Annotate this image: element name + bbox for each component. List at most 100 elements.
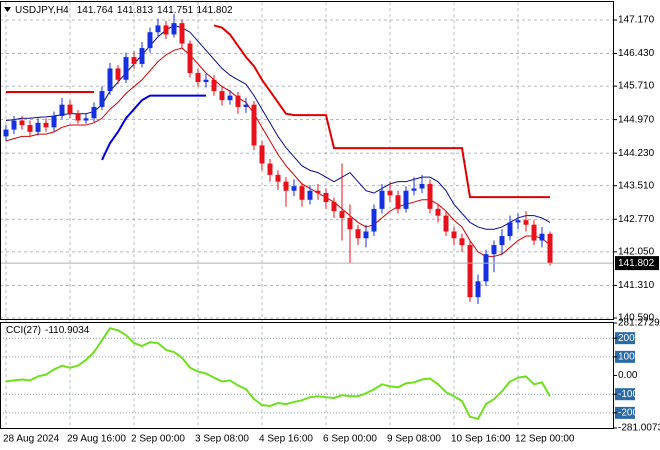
candle-body — [171, 23, 177, 35]
label-layer: 147.170 146.430 145.710 144.970 144.230 143.5… — [3, 15, 660, 445]
y-tick-label: -100 — [618, 389, 638, 400]
y-tick-label: 140.590 — [618, 313, 655, 324]
main-panel-border — [0, 1, 614, 320]
y-tick-label: 143.510 — [618, 180, 655, 191]
header-open: 141.764 — [77, 5, 114, 16]
x-tick-label: 6 Sep 00:00 — [323, 434, 377, 445]
cci-line — [5, 327, 551, 421]
candle-body — [59, 104, 65, 117]
candle-body — [131, 57, 137, 64]
chart-header: USDJPY,H4 141.764 141.813 141.751 141.802 — [15, 5, 233, 16]
candle-body — [307, 190, 313, 200]
candle-body — [251, 104, 257, 146]
candle-body — [451, 231, 457, 239]
candle-body — [387, 190, 393, 196]
candle-body — [75, 113, 81, 121]
candle-body — [91, 106, 97, 119]
plot-layer — [0, 14, 614, 421]
candle-body — [323, 192, 329, 203]
last-price-box — [615, 256, 659, 271]
x-tick-label: 9 Sep 08:00 — [387, 434, 441, 445]
y-tick-label: 142.770 — [618, 214, 655, 225]
candle-body — [259, 145, 265, 164]
candle-body — [315, 190, 321, 193]
header-high: 141.813 — [117, 5, 154, 16]
candle-body — [51, 116, 57, 128]
candle-body — [371, 208, 377, 232]
candle-body — [283, 181, 289, 191]
candle-body — [195, 72, 201, 83]
cci-last-value: -110.9034 — [45, 325, 90, 336]
y-tick-label: 142.050 — [618, 247, 655, 258]
header-low: 141.751 — [157, 5, 194, 16]
candle-body — [459, 238, 465, 246]
candle-body — [499, 236, 505, 246]
candle-body — [419, 183, 425, 189]
candle-body — [43, 122, 49, 128]
candle-body — [379, 190, 385, 209]
y-tick-label: 0.00 — [618, 370, 638, 381]
level-label-box — [615, 406, 635, 419]
y-tick-label: 100 — [618, 351, 635, 362]
candle-body — [203, 79, 209, 83]
candle-body — [67, 104, 73, 114]
candle-body — [163, 25, 169, 35]
candle-body — [395, 195, 401, 209]
x-tick-label: 28 Aug 2024 — [3, 434, 60, 445]
candle-body — [227, 95, 233, 101]
candle-body — [19, 120, 25, 126]
candle-body — [99, 91, 105, 107]
cci-title: CCI(27) — [6, 325, 41, 336]
x-tick-label: 2 Sep 00:00 — [131, 434, 185, 445]
candle-body — [267, 163, 273, 175]
candle-body — [491, 245, 497, 255]
cci-header: CCI(27) -110.9034 — [6, 325, 90, 336]
y-tick-label: 200 — [618, 333, 635, 344]
candle-body — [219, 91, 225, 101]
header-close: 141.802 — [196, 5, 233, 16]
candle-body — [147, 32, 153, 49]
candle-body — [123, 57, 129, 80]
y-tick-label: 147.170 — [618, 15, 655, 26]
candle-body — [11, 120, 17, 130]
candle-body — [435, 208, 441, 216]
candle-body — [331, 202, 337, 212]
level-label-box — [615, 332, 635, 345]
candle-body — [139, 48, 145, 64]
candle-body — [27, 125, 33, 132]
candle-body — [83, 118, 89, 121]
last-price-label: 141.802 — [618, 258, 655, 269]
candle-body — [179, 23, 185, 44]
candle-body — [211, 79, 217, 92]
cci-panel-border — [0, 322, 614, 429]
x-tick-label: 29 Aug 16:00 — [67, 434, 126, 445]
candle-body — [547, 233, 553, 264]
symbol: USDJPY,H4 — [15, 5, 69, 16]
candle-body — [483, 254, 489, 282]
candle-body — [507, 222, 513, 237]
x-tick-label: 12 Sep 00:00 — [515, 434, 575, 445]
candle-body — [291, 186, 297, 191]
candle-body — [539, 233, 545, 241]
candle-body — [155, 25, 161, 33]
x-tick-label: 10 Sep 16:00 — [451, 434, 511, 445]
candle-body — [427, 183, 433, 209]
candle-body — [403, 190, 409, 209]
y-tick-label: 281.2729 — [618, 318, 660, 329]
candle-body — [339, 211, 345, 218]
y-tick-label: -281.0073 — [618, 423, 660, 434]
candle-body — [523, 220, 529, 225]
indicator-line — [101, 94, 206, 161]
collapse-icon[interactable] — [4, 7, 11, 12]
candle-body — [443, 215, 449, 232]
candle-body — [531, 224, 537, 241]
candle-body — [115, 68, 121, 80]
candle-body — [347, 217, 353, 230]
y-tick-label: 146.430 — [618, 48, 655, 59]
candle-body — [35, 122, 41, 132]
candle-body — [515, 220, 521, 223]
candle-body — [243, 104, 249, 107]
indicator-line — [6, 24, 550, 199]
x-tick-label: 4 Sep 16:00 — [259, 434, 313, 445]
